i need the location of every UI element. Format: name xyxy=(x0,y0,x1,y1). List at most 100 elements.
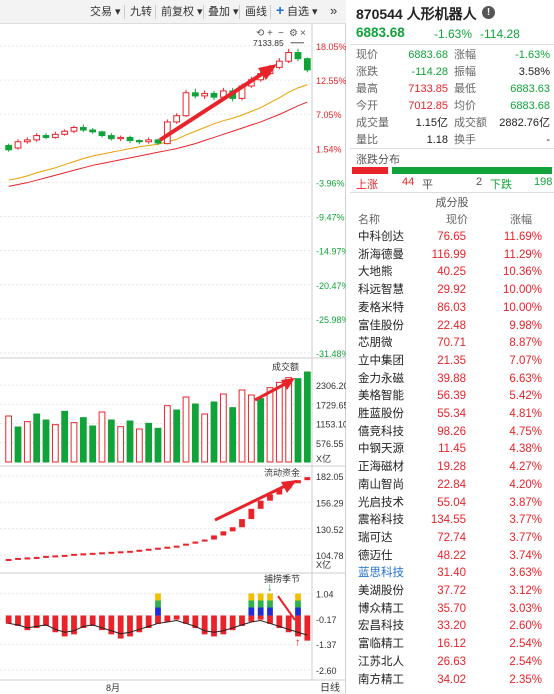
axis-label: 182.05 xyxy=(316,472,344,482)
divider xyxy=(124,5,125,19)
jiuzhuan-button[interactable]: 九转 xyxy=(130,6,152,18)
chart-area[interactable]: 交易 ▾ 九转 前复权 ▾ 叠加 ▾ 画线 + 自选 ▾ » 18.05% 12.… xyxy=(0,0,346,694)
change-percent: -1.63% xyxy=(434,27,473,41)
settings-icon: ⚙ xyxy=(289,28,298,39)
flow-bar xyxy=(201,539,208,542)
quote-row: 量比 1.18 换手 - xyxy=(350,132,554,149)
candle-body xyxy=(42,135,50,138)
zoom-in-icon: + xyxy=(267,28,273,39)
overlay-menu[interactable]: 叠加 ▾ xyxy=(208,6,239,18)
component-row[interactable]: 南方精工 34.02 2.35% xyxy=(350,671,554,689)
volume-bar xyxy=(163,405,171,463)
component-price: 34.02 xyxy=(437,673,466,686)
component-row[interactable]: 宏昌科技 33.20 2.60% xyxy=(350,617,554,635)
component-row[interactable]: 大地熊 40.25 10.36% xyxy=(350,263,554,281)
flow-bar xyxy=(33,556,40,559)
component-price: 70.71 xyxy=(437,337,466,350)
expand-icon[interactable]: » xyxy=(330,3,338,18)
component-row[interactable]: 富佳股份 22.48 9.98% xyxy=(350,317,554,335)
component-row[interactable]: 金力永磁 39.88 6.63% xyxy=(350,370,554,388)
divider xyxy=(155,5,156,19)
quote-label: 最低 xyxy=(454,83,476,95)
season-signal xyxy=(155,593,161,601)
component-row[interactable]: 僖竞科技 98.26 4.75% xyxy=(350,423,554,441)
ma-line-1 xyxy=(8,84,308,181)
season-signal xyxy=(295,600,301,608)
flow-arrow-head xyxy=(281,480,297,493)
component-name: 宏昌科技 xyxy=(358,620,404,633)
quote-value: -114.28 xyxy=(411,66,449,78)
component-row[interactable]: 芯朋微 70.71 8.87% xyxy=(350,334,554,352)
adjust-menu[interactable]: 前复权 ▾ xyxy=(161,6,203,18)
candle-body xyxy=(79,127,87,131)
quote-value: 1.15亿 xyxy=(415,117,448,129)
candle-body xyxy=(275,60,283,68)
quote-row: 现价 6883.68 涨幅 -1.63% xyxy=(350,47,554,64)
season-bar xyxy=(304,615,311,641)
season-signal xyxy=(248,593,255,601)
component-row[interactable]: 麦格米特 86.03 10.00% xyxy=(350,299,554,317)
component-name: 光启技术 xyxy=(358,496,404,509)
component-row[interactable]: 瑞可达 72.74 3.77% xyxy=(350,529,554,547)
volume-bar xyxy=(238,389,246,463)
component-row[interactable]: 震裕科技 134.55 3.77% xyxy=(350,511,554,529)
add-icon[interactable]: + xyxy=(276,2,285,18)
season-signal xyxy=(257,607,264,616)
component-price: 19.28 xyxy=(437,461,466,474)
component-row[interactable]: 德迈仕 48.22 3.74% xyxy=(350,547,554,565)
axis-label: 1.54% xyxy=(316,144,342,154)
component-row[interactable]: 富临精工 16.12 2.54% xyxy=(350,635,554,653)
component-row[interactable]: 蓝思科技 31.40 3.63% xyxy=(350,564,554,582)
season-line xyxy=(8,619,308,636)
header-name[interactable]: 名称 xyxy=(358,214,380,226)
component-change: 5.42% xyxy=(509,390,542,403)
season-bar xyxy=(257,615,264,620)
quote-value: 2882.76亿 xyxy=(499,117,550,129)
zoom-out-icon: − xyxy=(278,28,284,39)
draw-line-button[interactable]: 画线 xyxy=(245,6,267,18)
component-row[interactable]: 博众精工 35.70 3.03% xyxy=(350,600,554,618)
component-price: 11.45 xyxy=(438,443,466,456)
flow-bar xyxy=(99,552,105,555)
quote-label: 今开 xyxy=(356,100,378,112)
component-row[interactable]: 胜蓝股份 55.34 4.81% xyxy=(350,405,554,423)
header-price[interactable]: 现价 xyxy=(446,214,468,226)
component-row[interactable]: 江苏北人 26.63 2.54% xyxy=(350,653,554,671)
axis-label: 7.05% xyxy=(316,110,342,120)
flow-bar xyxy=(117,551,124,554)
quote-label: 涨跌 xyxy=(356,66,378,78)
candle-body xyxy=(89,129,97,133)
watchlist-menu[interactable]: 自选 ▾ xyxy=(287,6,318,18)
component-name: 正海磁材 xyxy=(358,461,404,474)
component-row[interactable]: 科远智慧 29.92 10.00% xyxy=(350,281,554,299)
season-signal xyxy=(295,607,301,616)
component-row[interactable]: 中钢天源 11.45 4.38% xyxy=(350,440,554,458)
component-row[interactable]: 中科创达 76.65 11.69% xyxy=(350,228,554,246)
component-row[interactable]: 正海磁材 19.28 4.27% xyxy=(350,458,554,476)
season-bar xyxy=(220,615,227,635)
axis-label: -14.97% xyxy=(316,247,346,257)
flat-count: 2 xyxy=(476,176,483,188)
peak-label: 7133.85 xyxy=(253,38,284,48)
component-change: 3.74% xyxy=(509,549,542,562)
season-bar xyxy=(5,615,12,624)
axis-label: 1153.10 xyxy=(316,420,346,430)
volume-arrow-head xyxy=(281,378,295,390)
flow-bar xyxy=(15,557,21,560)
component-row[interactable]: 光启技术 55.04 3.87% xyxy=(350,494,554,512)
season-signal xyxy=(248,607,255,616)
component-row[interactable]: 浙海德曼 116.99 11.29% xyxy=(350,246,554,264)
info-icon[interactable]: ! xyxy=(482,6,495,19)
component-row[interactable]: 立中集团 21.35 7.07% xyxy=(350,352,554,370)
flow-bar xyxy=(136,549,143,552)
component-change: 4.75% xyxy=(509,425,542,438)
trade-menu[interactable]: 交易 ▾ xyxy=(90,6,121,18)
component-change: 4.81% xyxy=(509,408,542,420)
component-row[interactable]: 南山智尚 22.84 4.20% xyxy=(350,476,554,494)
volume-bar xyxy=(201,413,209,463)
component-row[interactable]: 美湖股份 37.72 3.12% xyxy=(350,582,554,600)
component-row[interactable]: 美格智能 56.39 5.42% xyxy=(350,387,554,405)
header-change[interactable]: 涨幅 xyxy=(510,214,532,226)
candle-body xyxy=(5,144,13,151)
fund-flow-title: 流动资金 xyxy=(264,467,300,478)
